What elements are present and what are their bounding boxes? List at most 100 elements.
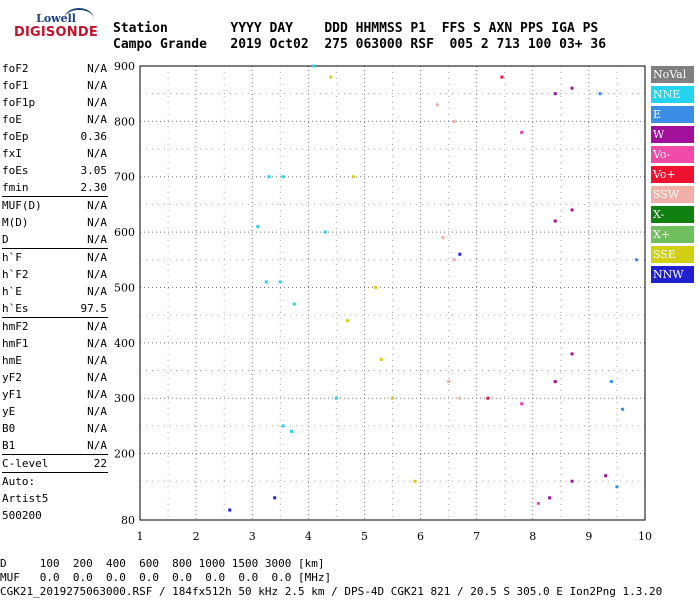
echo-point-sse	[391, 396, 394, 400]
echo-point-w	[570, 352, 574, 356]
param-name: hmF1	[2, 337, 29, 350]
muf-row: MUF 0.0 0.0 0.0 0.0 0.0 0.0 0.0 0.0 [MHz…	[0, 571, 332, 584]
x-tick-label: 4	[305, 530, 312, 543]
param-name: hmE	[2, 354, 22, 367]
param-row: C-level 22	[0, 455, 110, 472]
legend: NoVal NNE E W Vo- Vo+ SSW X- X+ SSE NNW	[651, 66, 694, 286]
param-name: foE	[2, 113, 22, 126]
param-row: hmF2 N/A	[0, 318, 110, 335]
echo-point-nne	[281, 424, 285, 428]
param-name: foEs	[2, 164, 29, 177]
param-value: N/A	[87, 371, 107, 384]
distance-row: D 100 200 400 600 800 1000 1500 3000 [km…	[0, 557, 325, 570]
echo-point-e	[635, 258, 639, 262]
param-name: MUF(D)	[2, 199, 42, 212]
param-row: h`E N/A	[0, 283, 110, 300]
echo-point-w	[604, 474, 608, 478]
param-name: foEp	[2, 130, 29, 143]
param-value: N/A	[87, 337, 107, 350]
header-row-values: Campo Grande 2019 Oct02 275 063000 RSF 0…	[113, 37, 607, 52]
echo-point-nne	[334, 396, 338, 400]
param-row: foEs 3.05	[0, 162, 110, 179]
lowell-digisonde-logo: Lowell DIGISONDE	[6, 8, 98, 48]
logo-arc-icon	[64, 8, 94, 30]
echo-point-w	[570, 479, 574, 483]
param-name: h`F	[2, 251, 22, 264]
param-value: N/A	[87, 422, 107, 435]
y-tick-label: 400	[114, 337, 135, 350]
x-tick-label: 1	[137, 530, 144, 543]
param-name: fmin	[2, 181, 29, 194]
param-name: h`Es	[2, 302, 29, 315]
echo-point-nne	[281, 175, 285, 179]
param-separator	[2, 472, 108, 473]
echo-point-nne	[278, 280, 282, 284]
echo-point-e	[609, 380, 613, 384]
echo-point-w	[553, 92, 557, 96]
param-value: 22	[93, 457, 107, 470]
param-name: yE	[2, 405, 16, 418]
param-row: foEp 0.36	[0, 128, 110, 145]
param-name: B1	[2, 439, 16, 452]
echo-point-nne	[312, 64, 316, 68]
echo-point-w	[553, 380, 557, 384]
echo-point-e	[615, 485, 619, 489]
param-separator	[2, 454, 108, 455]
param-row: fxI N/A	[0, 145, 110, 162]
parameter-panel: foF2 N/A foF1 N/A foF1p N/A foE N/A foEp 0.36 fxI N…	[0, 60, 110, 524]
echo-point-nnw	[228, 508, 232, 512]
echo-point-sse	[374, 285, 378, 289]
echo-point-ssw	[441, 236, 445, 240]
param-row: h`F2 N/A	[0, 266, 110, 283]
y-tick-label: 200	[114, 448, 135, 461]
echo-point-nne	[290, 429, 293, 433]
param-separator	[2, 317, 108, 318]
echo-point-vo-	[536, 501, 540, 505]
echo-point-w	[548, 496, 552, 500]
param-separator	[2, 248, 108, 249]
y-tick-label: 300	[114, 392, 135, 405]
auto-scaling-line: Auto:	[2, 475, 36, 488]
echo-point-vo-	[520, 402, 524, 406]
echo-point-sse	[351, 175, 355, 179]
header-row-labels: Station YYYY DAY DDD HHMMSS P1 FFS S AXN…	[113, 21, 599, 36]
echo-point-vo+	[486, 396, 490, 400]
y-tick-label: 80	[121, 514, 135, 527]
x-tick-label: 2	[193, 530, 200, 543]
param-value: N/A	[87, 354, 107, 367]
x-tick-label: 10	[638, 530, 652, 543]
param-value: N/A	[87, 147, 107, 160]
param-value: 0.36	[80, 130, 108, 143]
legend-item: X-	[651, 206, 694, 223]
param-row: foF1 N/A	[0, 77, 110, 94]
param-row: M(D) N/A	[0, 214, 110, 231]
param-name: hmF2	[2, 320, 29, 333]
echo-point-e	[598, 92, 602, 96]
echo-point-w	[570, 208, 574, 212]
param-row: foF2 N/A	[0, 60, 110, 77]
param-row: foF1p N/A	[0, 94, 110, 111]
param-name: M(D)	[2, 216, 29, 229]
param-value: N/A	[87, 233, 107, 246]
param-row: MUF(D) N/A	[0, 197, 110, 214]
x-tick-label: 5	[361, 530, 368, 543]
param-separator	[2, 196, 108, 197]
param-row: B0 N/A	[0, 420, 110, 437]
param-row: yF1 N/A	[0, 386, 110, 403]
param-name: h`F2	[2, 268, 29, 281]
x-tick-label: 8	[529, 530, 536, 543]
echo-point-ssw	[452, 258, 456, 262]
param-value: N/A	[87, 62, 107, 75]
param-value: N/A	[87, 216, 107, 229]
param-value: N/A	[87, 251, 107, 264]
y-tick-label: 800	[114, 115, 135, 128]
param-value: 97.5	[80, 302, 108, 315]
param-value: N/A	[87, 199, 107, 212]
x-tick-label: 7	[473, 530, 480, 543]
param-name: h`E	[2, 285, 22, 298]
param-row: h`Es 97.5	[0, 300, 110, 317]
echo-point-w	[553, 219, 557, 223]
param-row: fmin 2.30	[0, 179, 110, 196]
param-value: N/A	[87, 388, 107, 401]
